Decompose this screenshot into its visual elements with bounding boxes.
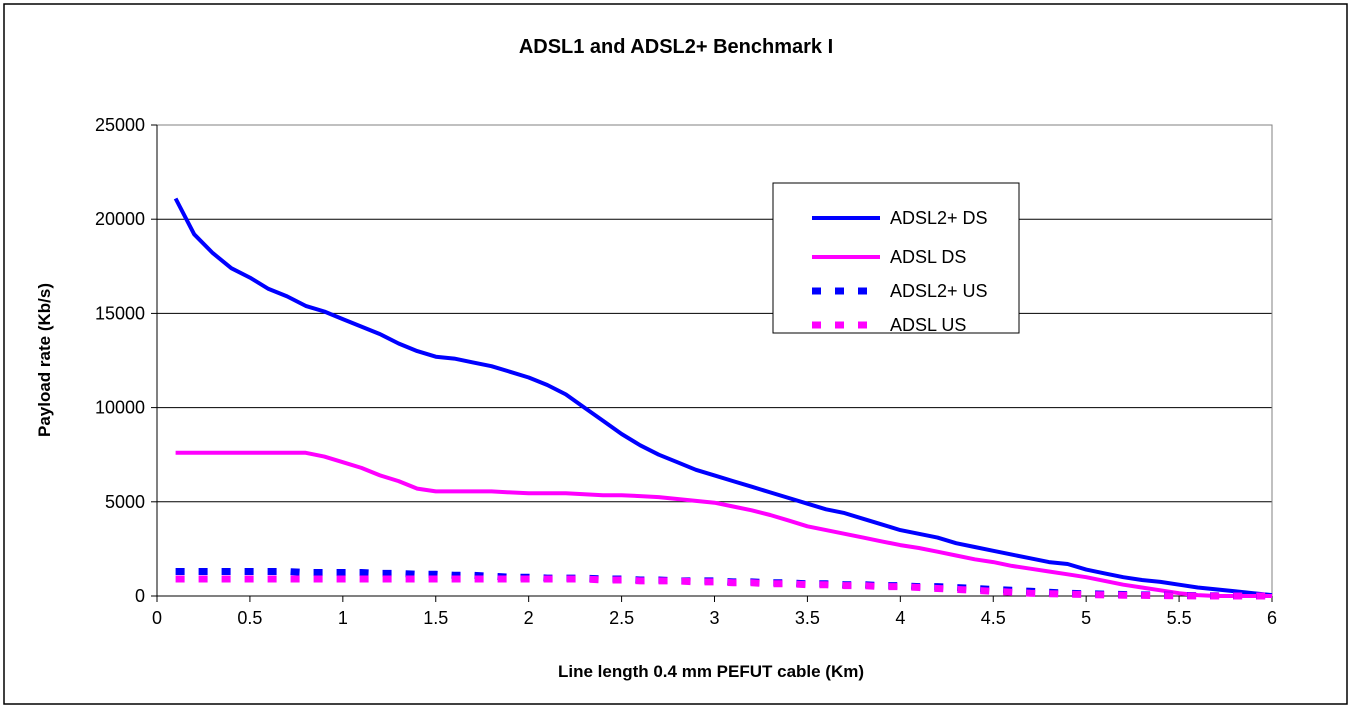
x-axis: 0 0.5 1 1.5 2 2.5 3 3.5 4 4.5 5 5.5 6 [152,595,1277,628]
x-tick-label: 0 [152,608,162,628]
series-line-adsl2plus-ds [173,197,1273,598]
legend-label-adsl2plus-ds: ADSL2+ DS [890,208,988,228]
y-tick-label: 0 [135,586,145,606]
y-tick-label: 25000 [95,115,145,135]
x-tick-label: 3 [709,608,719,628]
legend-label-adsl2plus-us: ADSL2+ US [890,281,988,301]
legend: ADSL2+ DS ADSL DS ADSL2+ US ADSL US [772,182,1020,335]
y-tick-label: 20000 [95,209,145,229]
y-tick-label: 15000 [95,303,145,323]
legend-label-adsl-ds: ADSL DS [890,247,966,267]
x-tick-label: 1 [338,608,348,628]
y-axis: 0 5000 10000 15000 20000 25000 [95,115,158,606]
y-tick-label: 10000 [95,398,145,418]
x-tick-label: 1.5 [423,608,448,628]
x-tick-label: 2 [524,608,534,628]
plot-area: 0 0.5 1 1.5 2 2.5 3 3.5 4 4.5 5 5.5 6 0 5000 10000 1500… [95,115,1277,628]
x-tick-label: 4 [895,608,905,628]
series-group [173,197,1273,600]
x-axis-title: Line length 0.4 mm PEFUT cable (Km) [558,662,864,681]
chart-title: ADSL1 and ADSL2+ Benchmark I [519,36,833,58]
legend-label-adsl-us: ADSL US [890,315,966,335]
y-tick-label: 5000 [105,492,145,512]
x-tick-label: 3.5 [795,608,820,628]
x-tick-label: 0.5 [237,608,262,628]
x-tick-label: 6 [1267,608,1277,628]
x-tick-label: 2.5 [609,608,634,628]
y-axis-title: Payload rate (Kb/s) [35,283,54,437]
plot-background [157,125,1272,596]
x-tick-label: 4.5 [981,608,1006,628]
x-tick-label: 5 [1081,608,1091,628]
series-line-adsl-ds [175,450,1272,598]
x-tick-label: 5.5 [1167,608,1192,628]
